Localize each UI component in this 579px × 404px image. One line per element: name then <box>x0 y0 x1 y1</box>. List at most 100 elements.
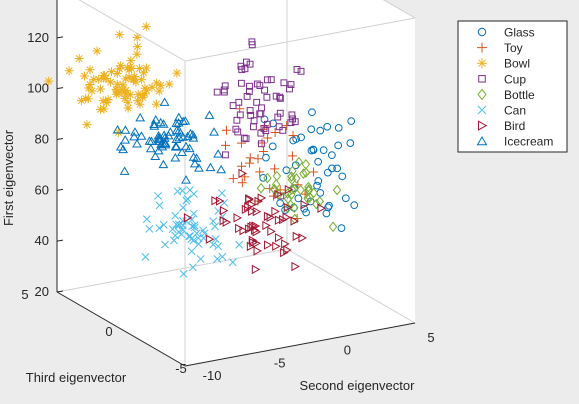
data-point <box>264 240 273 250</box>
legend-marker <box>478 120 488 131</box>
data-point <box>214 242 223 251</box>
y-axis-label: Third eigenvector <box>26 370 127 385</box>
data-point <box>267 226 276 237</box>
data-point <box>155 117 166 127</box>
data-point <box>155 201 164 210</box>
data-point <box>151 99 161 109</box>
series-bird <box>183 168 326 275</box>
data-point <box>249 237 258 248</box>
data-point <box>133 89 143 99</box>
data-point <box>189 158 200 168</box>
data-point <box>168 225 177 234</box>
data-point <box>334 124 343 132</box>
data-point <box>205 162 216 172</box>
data-point <box>111 85 121 95</box>
data-point <box>272 170 282 182</box>
data-point <box>328 151 336 160</box>
data-point <box>261 86 268 94</box>
data-point <box>213 254 222 263</box>
data-point <box>118 80 128 90</box>
legend-marker <box>477 27 487 37</box>
y-tick-label: 5 <box>21 287 28 302</box>
data-point <box>287 174 297 186</box>
data-point <box>259 147 269 157</box>
legend-label: Cup <box>504 72 526 86</box>
data-point <box>132 42 142 52</box>
data-point <box>243 92 251 100</box>
data-point <box>251 221 261 231</box>
data-point <box>248 206 257 216</box>
data-point <box>96 104 106 114</box>
data-point <box>152 78 162 88</box>
data-point <box>283 202 293 213</box>
data-point <box>116 61 126 71</box>
data-point <box>221 140 231 150</box>
data-point <box>324 203 332 212</box>
data-point <box>115 30 125 40</box>
y-tick-label: -5 <box>175 361 187 376</box>
data-point <box>111 89 121 99</box>
data-point <box>172 68 182 78</box>
data-point <box>276 93 284 101</box>
data-point <box>262 153 270 162</box>
legend-label: Toy <box>504 41 523 55</box>
data-point <box>178 225 187 234</box>
legend-label: Can <box>504 104 526 118</box>
data-point <box>350 201 359 210</box>
data-point <box>219 215 229 226</box>
data-point <box>156 80 166 90</box>
series-icecream <box>112 97 227 184</box>
data-point <box>173 112 184 122</box>
data-point <box>235 223 244 234</box>
legend-label: Icecream <box>504 135 553 149</box>
data-point <box>265 184 275 194</box>
data-point <box>298 233 307 243</box>
data-point <box>187 235 196 243</box>
data-point <box>194 163 204 172</box>
data-point <box>183 194 192 203</box>
data-point <box>276 199 284 207</box>
data-point <box>141 63 151 73</box>
data-point <box>114 64 124 74</box>
data-point <box>137 90 147 100</box>
data-point <box>249 221 258 231</box>
data-point <box>140 89 150 99</box>
data-point <box>150 151 161 160</box>
data-point <box>189 209 198 218</box>
x-tick-label: 5 <box>427 330 434 345</box>
data-point <box>241 204 251 215</box>
data-point <box>211 196 220 206</box>
data-point <box>297 67 305 75</box>
data-point <box>180 116 191 125</box>
data-point <box>334 141 343 150</box>
data-point <box>254 196 264 206</box>
data-point <box>194 240 203 248</box>
data-point <box>175 221 184 230</box>
legend-box <box>457 20 568 153</box>
data-point <box>204 110 215 119</box>
data-point <box>271 206 280 217</box>
data-point <box>81 94 91 104</box>
data-point <box>267 76 275 84</box>
z-tick-label: 40 <box>35 233 49 248</box>
data-point <box>247 200 257 210</box>
data-point <box>218 189 226 198</box>
data-point <box>338 172 347 181</box>
data-point <box>257 140 265 148</box>
data-point <box>238 66 246 74</box>
data-point <box>287 119 295 127</box>
data-point <box>287 151 297 161</box>
data-point <box>274 215 284 225</box>
data-point <box>309 167 319 177</box>
data-point <box>252 227 262 237</box>
data-point <box>301 167 311 178</box>
data-point <box>163 130 174 140</box>
z-tick <box>56 138 64 140</box>
data-point <box>112 68 122 78</box>
data-point <box>293 66 301 73</box>
data-point <box>253 246 263 256</box>
data-point <box>284 184 294 195</box>
data-point <box>270 164 280 174</box>
data-point <box>112 79 122 89</box>
